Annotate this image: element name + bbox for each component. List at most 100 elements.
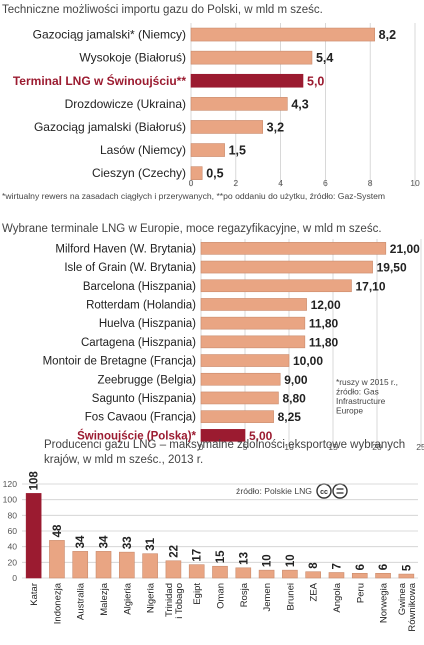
chart3-y-tick: 40 [7,542,17,552]
chart3-value-label: 13 [238,552,250,565]
chart3-category-label: Równikowa [407,582,418,631]
chart3-category-label: Norwegia [379,582,390,623]
chart3-category-label: Angola [332,582,343,612]
chart1-x-ticks: 0 2 4 6 8 10 [189,178,420,188]
chart1-bar [190,73,304,88]
chart2-category-label: Milford Haven (W. Brytania) [55,243,196,255]
chart3-value-label: 34 [75,535,87,548]
chart3-bar [351,572,368,579]
chart1-x-tick: 4 [278,178,283,188]
chart2-bar [200,429,246,442]
chart3-y-tick: 60 [7,526,17,536]
chart1-bar [190,50,313,65]
chart2-x-tick: 15 [328,442,338,452]
chart2-category-label: Montoir de Bretagne (Francja) [43,356,197,368]
chart2-value-label: 9,00 [284,373,308,387]
chart1-category-label: Drozdowicze (Ukraina) [65,97,186,111]
chart3-value-label: 10 [262,554,274,567]
chart3-bar [142,553,158,579]
chart3-y-tick: 20 [7,557,17,567]
chart2-bars: Milford Haven (W. Brytania) 21,00 Isle of … [43,242,421,443]
chart1-value-label: 1,5 [229,144,246,158]
chart3-bar [72,551,89,579]
chart3-category-label: Jemen [262,583,273,612]
chart2-category-label: Świnoujście (Polska)* [77,429,196,442]
chart2-x-tick: 25 [416,442,424,452]
chart2-value-label: 12,00 [311,298,341,312]
chart2-value-label: 8,80 [282,391,306,405]
chart3-category-label: Gwinea [397,582,408,615]
chart1-category-label: Gazociąg jamalski* (Niemcy) [33,28,186,42]
chart1-category-label: Terminal LNG w Świnoujściu** [13,73,186,88]
chart3-category-label: Trinidad [164,583,175,617]
chart3-category-label: i Tobago [174,583,185,619]
chart1-bar [190,27,375,42]
chart2-value-label: 11,80 [309,335,339,349]
chart2-x-ticks: 0 5 10 15 20 25 [199,442,424,452]
chart2-bar [200,335,306,349]
chart3-bar [282,569,298,579]
chart3-bar [328,572,345,579]
chart2-value-label: 10,00 [293,354,323,368]
chart1-category-label: Lasów (Niemcy) [100,143,186,157]
chart3-title-line-1: Producenci gazu LNG – maksymalne zdolnoś… [44,439,405,451]
chart2-value-label: 17,10 [355,279,385,293]
chart3-value-label: 7 [331,563,343,569]
chart1-category-label: Cieszyn (Czechy) [92,166,186,180]
chart1-value-label: 5,0 [307,74,324,88]
svg-text:cc: cc [320,489,328,496]
chart1-footnote: *wirtualny rewers na zasadach ciągłych i… [2,191,385,201]
chart2-value-label: 21,00 [390,242,420,256]
chart3-category-label: Malezja [99,582,110,615]
chart3-value-label: 5 [401,564,413,571]
chart3-bar [188,564,205,579]
chart1-value-label: 5,4 [316,51,333,65]
chart3-category-label: Australia [76,582,87,620]
chart3-category-label: Egipt [192,583,203,605]
chart3-value-label: 33 [122,536,134,549]
chart3-y-tick: 120 [3,479,18,489]
chart3-y-tick: 80 [7,510,17,520]
chart1-x-tick: 10 [410,178,420,188]
chart2-category-label: Barcelona (Hiszpania) [83,281,196,293]
chart3-category-labels: Katar Indonezja Australia Malezja Algieria Ni… [29,582,418,631]
chart3-value-label: 31 [145,537,157,550]
chart1-value-label: 4,3 [291,97,308,111]
chart3-value-label: 22 [168,545,180,558]
chart2-category-label: Cartagena (Hiszpania) [81,337,196,349]
chart3-y-tick: 0 [12,573,17,583]
chart1-value-label: 8,2 [379,28,396,42]
chart3-source: źródło: Polskie LNG [236,486,312,496]
chart2-bar [200,391,279,405]
chart2-bar [200,242,387,255]
chart3-category-label: Nigeria [146,582,157,613]
chart2-category-label: Zeebrugge (Belgia) [98,374,197,386]
chart1-bars: Gazociąg jamalski* (Niemcy) 8,2 Wysokoje (… [13,28,396,181]
chart3-bar [165,560,182,579]
chart3-value-label: 6 [355,564,367,570]
chart3-bar [119,551,135,579]
chart1-bar [190,143,225,157]
chart-import-capacity: Techniczne możliwości importu gazu do Po… [2,4,420,201]
chart3-value-label: 6 [378,564,390,570]
chart2-bar [200,279,352,293]
chart2-bar [200,260,373,274]
chart3-bar [25,493,42,579]
chart-lng-terminals: Wybrane terminale LNG w Europie, moce re… [2,223,424,452]
chart3-category-label: Algieria [122,582,133,614]
chart2-note-line: źródło: Gas [336,387,379,397]
chart1-x-tick: 0 [189,178,194,188]
chart3-value-label: 8 [308,562,320,569]
chart3-value-label: 48 [52,524,64,537]
chart1-category-label: Wysokoje (Białoruś) [79,51,186,65]
chart3-bar [235,567,252,579]
chart3-category-label: Rosja [239,582,250,607]
chart3-bar [258,569,275,579]
chart2-title: Wybrane terminale LNG w Europie, moce re… [2,223,382,235]
chart1-bar [190,166,203,180]
chart2-x-tick: 5 [243,442,248,452]
chart1-x-tick: 8 [368,178,373,188]
chart1-x-tick: 2 [233,178,238,188]
chart3-y-ticks: 0 20 40 60 80 100 120 [3,479,18,583]
